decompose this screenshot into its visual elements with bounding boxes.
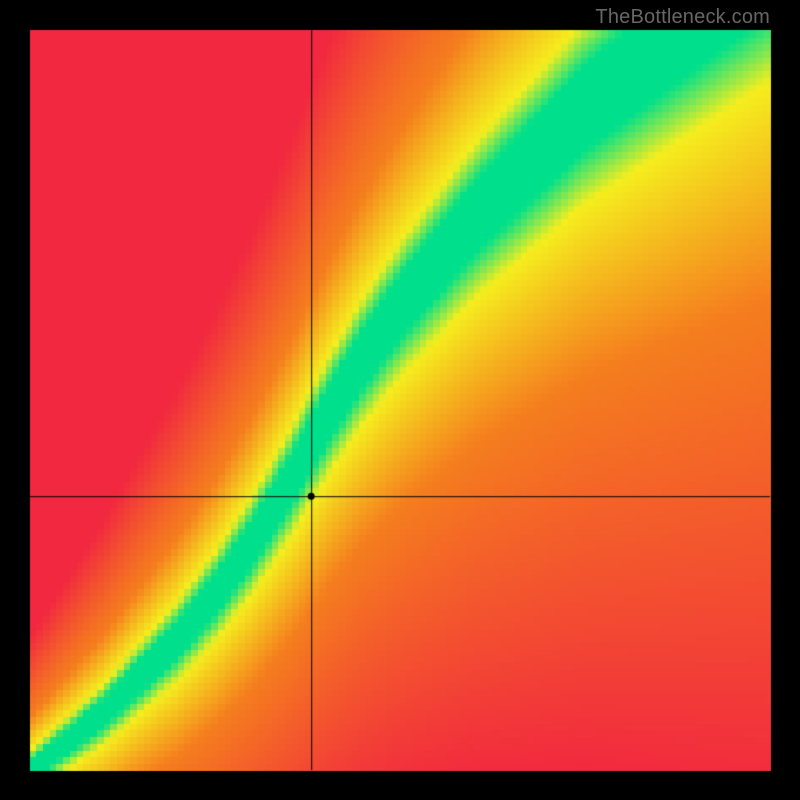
- watermark-text: TheBottleneck.com: [595, 6, 770, 29]
- bottleneck-heatmap: [0, 0, 800, 800]
